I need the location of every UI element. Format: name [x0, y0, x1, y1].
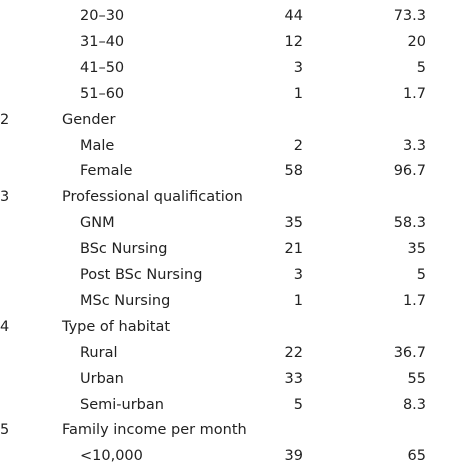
- count: 33: [284, 370, 303, 387]
- subcategory-label: GNM: [80, 215, 115, 232]
- percentage: 55: [407, 370, 426, 387]
- percentage: 5: [416, 267, 426, 283]
- row-number: 2: [0, 111, 10, 128]
- subcategory-label: 51–60: [80, 85, 125, 102]
- count: 39: [284, 448, 303, 465]
- count: 22: [284, 344, 303, 361]
- percentage: 58.3: [393, 215, 426, 232]
- percentage: 65: [407, 448, 426, 465]
- percentage: 1.7: [402, 292, 426, 309]
- count: 58: [284, 163, 303, 180]
- subcategory-label: Male: [80, 137, 115, 154]
- percentage: 35: [407, 241, 426, 258]
- percentage: 1.7: [402, 85, 426, 102]
- category-label: Family income per month: [62, 422, 247, 439]
- count: 3: [293, 59, 303, 76]
- count: 44: [284, 8, 303, 24]
- count: 12: [284, 33, 303, 50]
- subcategory-label: Post BSc Nursing: [80, 267, 203, 283]
- category-label: Type of habitat: [62, 318, 171, 335]
- subcategory-label: Semi-urban: [80, 396, 164, 413]
- count: 5: [293, 396, 303, 413]
- subcategory-label: 41–50: [80, 59, 125, 76]
- subcategory-label: MSc Nursing: [80, 292, 171, 309]
- row-number: 5: [0, 422, 10, 439]
- category-label: Gender: [62, 111, 116, 128]
- percentage: 73.3: [393, 8, 426, 24]
- subcategory-label: 31–40: [80, 33, 125, 50]
- subcategory-label: 20–30: [80, 8, 125, 24]
- count: 2: [293, 137, 303, 154]
- row-number: 3: [0, 189, 10, 206]
- count: 21: [284, 241, 303, 258]
- row-number: 4: [0, 318, 10, 335]
- subcategory-label: BSc Nursing: [80, 241, 168, 258]
- percentage: 36.7: [393, 344, 426, 361]
- category-label: Professional qualification: [62, 189, 243, 206]
- count: 1: [293, 85, 303, 102]
- subcategory-label: <10,000: [80, 448, 143, 465]
- percentage: 3.3: [402, 137, 426, 154]
- count: 1: [293, 292, 303, 309]
- subcategory-label: Rural: [80, 344, 118, 361]
- count: 35: [284, 215, 303, 232]
- subcategory-label: Urban: [80, 370, 124, 387]
- percentage: 8.3: [402, 396, 426, 413]
- percentage: 5: [416, 59, 426, 76]
- percentage: 20: [407, 33, 426, 50]
- count: 3: [293, 267, 303, 283]
- subcategory-label: Female: [80, 163, 133, 180]
- percentage: 96.7: [393, 163, 426, 180]
